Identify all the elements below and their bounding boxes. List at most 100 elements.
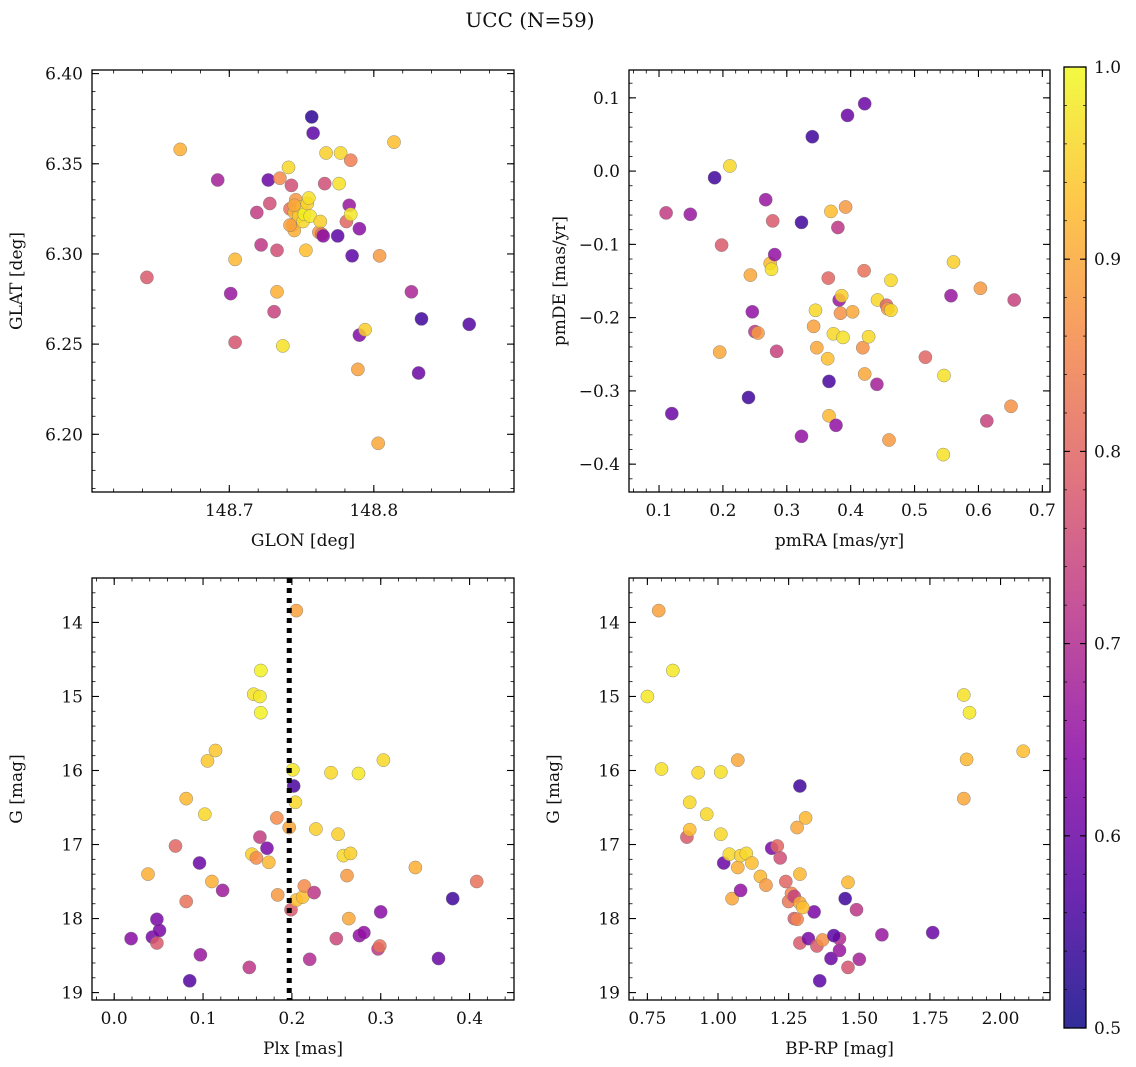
data-point bbox=[834, 288, 849, 303]
x-tick-label: 148.7 bbox=[205, 501, 254, 521]
data-point bbox=[357, 925, 371, 940]
x-tick-label: 0.2 bbox=[278, 1009, 305, 1029]
colorbar-tick-label: 0.5 bbox=[1094, 1019, 1121, 1039]
data-point bbox=[210, 173, 225, 187]
data-point bbox=[313, 214, 328, 229]
y-axis-label: GLAT [deg] bbox=[7, 232, 27, 330]
data-point bbox=[179, 894, 193, 909]
data-point bbox=[682, 795, 697, 810]
data-point bbox=[722, 847, 737, 862]
data-point bbox=[330, 229, 345, 243]
data-point bbox=[215, 883, 230, 898]
data-point bbox=[253, 830, 267, 844]
data-point bbox=[857, 367, 872, 381]
y-tick-label: 14 bbox=[61, 613, 83, 633]
data-point bbox=[343, 846, 358, 861]
x-tick-label: 0.1 bbox=[190, 1009, 217, 1029]
data-point bbox=[725, 891, 739, 906]
plot-frame bbox=[91, 577, 515, 1001]
panel-cmd: 0.75 1.00 1.25 1.50 1.75 2.00 14 15 16 17 18 19 BP-R… bbox=[544, 577, 1051, 1059]
data-point bbox=[712, 345, 727, 359]
scatter-points bbox=[124, 603, 484, 988]
data-point bbox=[462, 317, 477, 332]
data-point bbox=[925, 925, 940, 940]
y-tick-label: 0.1 bbox=[593, 89, 620, 109]
data-point bbox=[861, 329, 876, 344]
data-point bbox=[249, 205, 264, 220]
data-point bbox=[808, 303, 823, 318]
x-tick-label: 148.8 bbox=[349, 501, 398, 521]
data-point bbox=[253, 689, 267, 704]
data-point bbox=[870, 377, 884, 392]
data-point bbox=[260, 841, 274, 856]
data-point bbox=[253, 663, 268, 678]
data-point bbox=[267, 304, 281, 319]
data-point bbox=[957, 688, 971, 702]
y-tick-label: −0.4 bbox=[579, 455, 620, 475]
data-point bbox=[832, 943, 847, 958]
data-point bbox=[707, 170, 722, 185]
y-tick-label: 15 bbox=[61, 687, 83, 707]
data-point bbox=[845, 304, 860, 319]
data-point bbox=[723, 159, 737, 173]
y-tick-label: 17 bbox=[598, 836, 620, 856]
plot-frame bbox=[628, 69, 1051, 493]
data-point bbox=[242, 960, 257, 975]
data-point bbox=[343, 207, 358, 222]
data-point bbox=[205, 874, 219, 889]
x-tick-label: 0.7 bbox=[1029, 501, 1056, 521]
data-point bbox=[820, 351, 835, 366]
data-point bbox=[836, 330, 850, 345]
data-point bbox=[141, 867, 155, 881]
data-point bbox=[285, 763, 300, 777]
y-tick-label: −0.2 bbox=[579, 309, 620, 329]
data-point bbox=[297, 879, 312, 893]
data-point bbox=[745, 856, 759, 870]
data-point bbox=[824, 951, 838, 966]
data-point bbox=[741, 390, 756, 405]
data-point bbox=[358, 322, 372, 337]
data-point bbox=[841, 875, 855, 890]
data-point bbox=[1007, 293, 1022, 307]
data-point bbox=[124, 931, 138, 946]
data-point bbox=[281, 160, 296, 175]
x-tick-label: 0.2 bbox=[709, 501, 736, 521]
data-point bbox=[1016, 744, 1031, 759]
colorbar-tick-label: 0.6 bbox=[1094, 827, 1121, 847]
data-point bbox=[831, 220, 845, 235]
x-tick-label: 1.00 bbox=[699, 1009, 737, 1029]
panel-sky: 148.7 148.8 6.20 6.25 6.30 6.35 6.40 GLON [deg]… bbox=[7, 65, 515, 551]
data-point bbox=[193, 948, 208, 962]
y-tick-label: 6.20 bbox=[45, 425, 83, 445]
data-point bbox=[944, 288, 958, 303]
y-tick-label: 0.0 bbox=[593, 162, 620, 182]
data-point bbox=[270, 243, 284, 258]
y-tick-label: 6.30 bbox=[45, 245, 83, 265]
data-point bbox=[796, 900, 810, 915]
x-tick-label: 0.3 bbox=[367, 1009, 394, 1029]
data-point bbox=[301, 191, 316, 205]
data-point bbox=[691, 765, 706, 780]
data-point bbox=[404, 284, 419, 299]
data-point bbox=[714, 238, 729, 252]
data-point bbox=[372, 248, 387, 263]
data-point bbox=[810, 340, 824, 355]
y-tick-label: 6.35 bbox=[45, 155, 83, 175]
plot-frame bbox=[91, 69, 515, 493]
data-point bbox=[376, 753, 391, 767]
y-tick-label: 19 bbox=[61, 984, 83, 1004]
data-point bbox=[767, 247, 782, 262]
y-tick-label: 15 bbox=[598, 687, 620, 707]
data-point bbox=[745, 304, 760, 319]
data-point bbox=[200, 754, 215, 768]
y-tick-label: 14 bbox=[598, 613, 620, 633]
colorbar-frame bbox=[1063, 66, 1087, 1029]
colorbar-tick-label: 0.9 bbox=[1094, 250, 1121, 270]
data-point bbox=[343, 153, 358, 167]
x-axis-label: pmRA [mas/yr] bbox=[775, 531, 904, 551]
data-point bbox=[821, 271, 836, 285]
colorbar-tick-label: 0.7 bbox=[1094, 635, 1121, 655]
data-point bbox=[254, 238, 268, 252]
data-point bbox=[179, 791, 193, 806]
